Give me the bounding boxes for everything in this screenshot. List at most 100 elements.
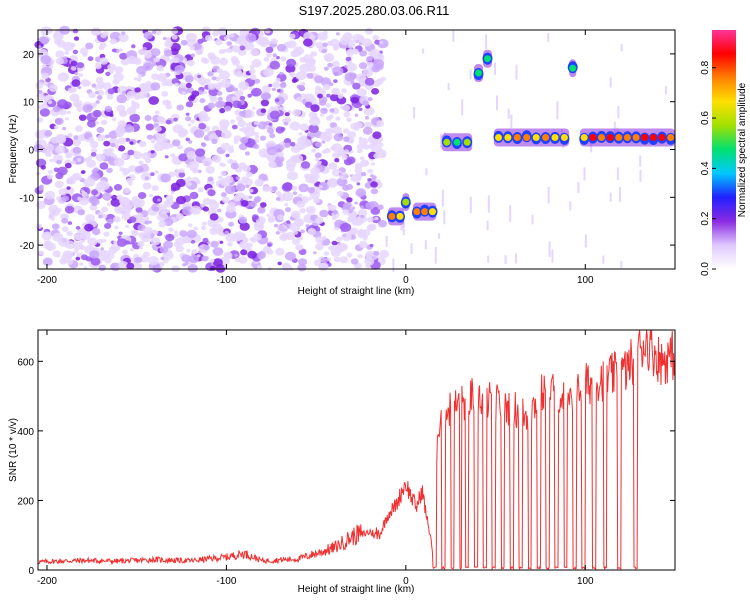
spectrogram-cell (343, 136, 350, 142)
spectrogram-cell (74, 233, 83, 241)
spectrogram-cell (309, 58, 316, 65)
spectrogram-cell (253, 144, 260, 150)
spectrogram-cell (551, 134, 559, 141)
spectrogram-cell (369, 48, 381, 57)
spectrogram-cell (268, 161, 277, 169)
spectrogram-cell (329, 122, 338, 129)
spectrogram-cell (58, 188, 68, 196)
spectrogram-cell (81, 191, 88, 197)
spectrogram-cell (268, 122, 273, 126)
spectrogram-cell (243, 178, 253, 187)
spectrogram-cell (175, 213, 184, 220)
spectrogram-cell (180, 39, 188, 46)
spectrogram-cell (173, 233, 179, 238)
spectrogram-cell (253, 131, 259, 137)
spectrogram-cell (223, 264, 228, 268)
spectrogram-cell (84, 223, 94, 232)
spectrogram-cell (494, 62, 496, 75)
spectrogram-cell (298, 258, 308, 266)
spectrogram-cell (193, 129, 205, 139)
spectrogram-cell (254, 178, 264, 187)
spectrogram-cell (92, 109, 102, 118)
spectrogram-cell (453, 138, 461, 146)
spectrogram-cell (323, 108, 328, 112)
spectrogram-ytick-label: 10 (23, 98, 35, 109)
spectrogram-cell (328, 114, 334, 119)
spectrogram-cell (238, 256, 248, 264)
snr-frame (37, 329, 676, 571)
spectrogram-cell (242, 195, 250, 201)
spectrogram-cell (315, 85, 322, 91)
spectrogram-cell (104, 223, 112, 229)
spectrogram-cell (438, 233, 441, 239)
spectrogram-cell (263, 56, 270, 62)
spectrogram-cell (362, 126, 373, 135)
spectrogram-cell (57, 166, 68, 176)
spectrogram-cell (165, 100, 172, 105)
spectrogram-cell (108, 246, 118, 254)
spectrogram-cell (123, 124, 134, 133)
spectrogram-cell (221, 196, 230, 204)
spectrogram-cell (189, 254, 199, 264)
spectrogram-cell (185, 137, 190, 142)
spectrogram-cell (329, 38, 340, 47)
spectrogram-cell (298, 183, 309, 193)
spectrogram-cell (144, 176, 149, 180)
spectrogram-cell (249, 87, 253, 91)
spectrogram-cell (422, 48, 425, 54)
spectrogram-cell (336, 236, 343, 242)
spectrogram-cell (253, 233, 262, 241)
spectrogram-cell (186, 248, 191, 253)
spectrogram-cell (97, 238, 104, 244)
spectrogram-cell (370, 174, 374, 178)
spectrogram-cell (598, 134, 605, 141)
spectrogram-cell (197, 169, 202, 173)
spectrogram-cell (284, 251, 296, 261)
spectrogram-cell (37, 185, 44, 191)
spectrogram-cell (317, 93, 323, 99)
spectrogram-cell (623, 134, 631, 141)
spectrogram-cell (116, 94, 127, 104)
spectrogram-cell (339, 172, 348, 180)
figure-title: S197.2025.280.03.06.R11 (299, 3, 450, 18)
spectrogram-cell (145, 123, 154, 131)
spectrogram-cell (189, 191, 199, 200)
spectrogram-cell (137, 73, 143, 78)
spectrogram-cell (57, 99, 68, 109)
spectrogram-cell (295, 244, 304, 251)
spectrogram-cell (329, 108, 335, 113)
spectrogram-cell (148, 220, 152, 224)
spectrogram-ytick-label: 20 (23, 50, 35, 61)
spectrogram-cell (150, 139, 156, 144)
spectrogram-cell (88, 155, 93, 160)
spectrogram-cell (339, 36, 351, 46)
spectrogram-cell (170, 182, 181, 191)
spectrogram-cell (342, 104, 350, 112)
spectrogram-cell (364, 77, 375, 86)
spectrogram-cell (217, 30, 222, 35)
spectrogram-cell (86, 104, 94, 110)
spectrogram-cell (429, 208, 436, 216)
spectrogram-cell (103, 140, 111, 147)
spectrogram-cell (73, 135, 79, 140)
spectrogram-cell (150, 172, 155, 177)
spectrogram-cell (96, 89, 105, 96)
spectrogram-cell (181, 254, 191, 263)
spectrogram-cell (104, 134, 110, 139)
spectrogram-cell (307, 64, 317, 72)
spectrogram-cell (602, 255, 605, 264)
spectrogram-cell (87, 237, 98, 246)
spectrogram-cell (504, 134, 512, 141)
spectrogram-cell (70, 60, 78, 67)
spectrogram-cell (218, 100, 226, 108)
spectrogram-cell (176, 104, 184, 111)
spectrogram-cell (285, 117, 291, 122)
spectrogram-cell (106, 218, 114, 225)
spectrogram-cell (79, 262, 84, 266)
spectrogram-cell (202, 198, 212, 205)
spectrogram-cell (146, 134, 154, 140)
spectrogram-cell (312, 251, 317, 255)
spectrogram-cell (356, 143, 365, 150)
spectrogram-cell (219, 162, 225, 167)
spectrogram-cell (197, 74, 202, 79)
